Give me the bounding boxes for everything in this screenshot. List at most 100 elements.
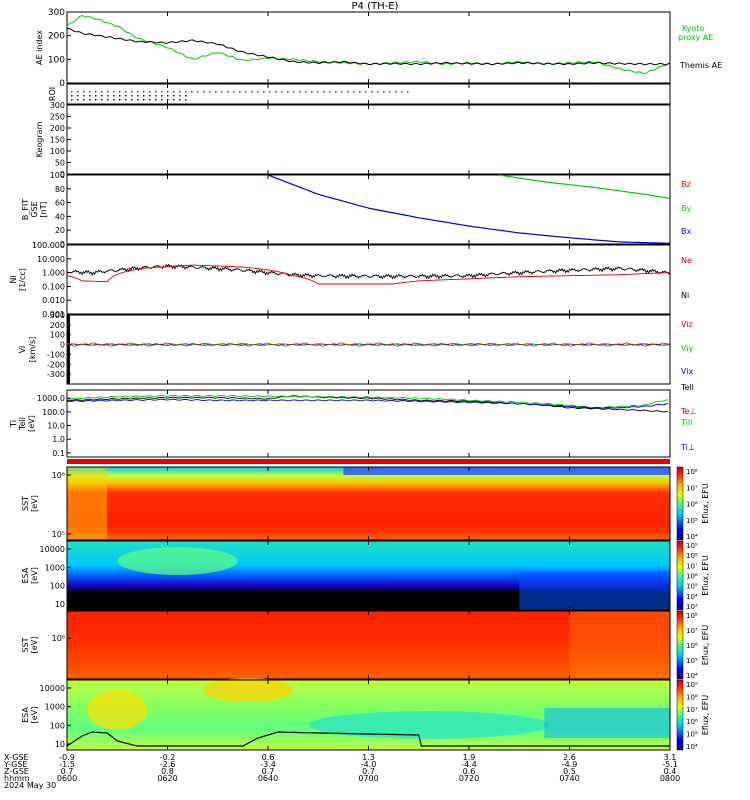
esa_full-colorbar (676, 540, 684, 611)
colorbar-tick-label: 10⁴ (686, 743, 698, 751)
xtick-zgse: 0.4 (664, 767, 677, 776)
roi-dot (209, 91, 211, 93)
roi-dot (77, 95, 79, 97)
density-panel-frame (66, 244, 671, 315)
colorbar-tick-label: 10⁴ (686, 672, 698, 680)
xtick-xgse: 3.1 (664, 753, 677, 762)
roi-dot (275, 91, 277, 93)
xtick-hhmm: 0620 (157, 774, 177, 783)
y-tick-label: 100 (50, 331, 65, 340)
y-tick-label: 60 (55, 199, 65, 208)
sst_full-cbar-label: Eflux, EFU (701, 483, 710, 524)
y-tick-label: 10⁵ (52, 530, 65, 539)
roi-dot (179, 91, 181, 93)
roi-dot (395, 91, 397, 93)
roi-dot (305, 91, 307, 93)
roi-dot (113, 91, 115, 93)
roi-dot (179, 95, 181, 97)
roi-dot (293, 91, 295, 93)
xaxis-row-label: Y-GSE (3, 760, 27, 769)
xtick-ygse: -1.5 (59, 760, 75, 769)
roi-dot (167, 99, 169, 101)
sst_burst-spectrogram (67, 611, 670, 679)
velocity-panel-frame (66, 314, 671, 385)
esa_full-ylabel-2: [eV] (30, 567, 39, 584)
roi-dot (155, 91, 157, 93)
y-tick-label: 10⁶ (52, 471, 65, 480)
esa-blue-region (519, 571, 670, 610)
xtick-zgse: 0.6 (463, 767, 476, 776)
esa_burst-colorbar (676, 679, 684, 751)
sst-left-band (67, 467, 107, 540)
roi-dot (191, 91, 193, 93)
xtick-xgse: -0.2 (160, 753, 176, 762)
xtick-xgse: 1.3 (362, 753, 375, 762)
y-tick-label: 10.0 (47, 422, 65, 431)
y-tick-label: 300 (48, 8, 65, 18)
roi-dot (83, 91, 85, 93)
y-tick-label: -100 (47, 350, 65, 359)
y-tick-label: 10000 (40, 545, 65, 554)
xtick-zgse: 0.8 (161, 767, 174, 776)
sst_burst-ylabel-2: [eV] (30, 637, 39, 654)
y-tick-label: 10000 (40, 684, 65, 693)
keogram-panel-frame (66, 104, 671, 175)
y-tick-label: 200 (50, 321, 65, 330)
sst_full-colorbar (676, 466, 684, 541)
sst_burst-colorbar (676, 610, 684, 680)
legend-ni: Ni (681, 291, 689, 300)
sst_burst-ylabel: SST (21, 637, 30, 652)
y-tick-label: 10 (55, 740, 65, 749)
legend-vix: Vix (681, 367, 694, 376)
colorbar-tick-label: 10⁶ (686, 718, 698, 726)
roi-dot (179, 99, 181, 101)
y-tick-label: 0.100 (42, 282, 65, 291)
roi-dot (203, 91, 205, 93)
y-tick-label: 0 (60, 341, 65, 350)
y-tick-label: 40 (55, 212, 65, 221)
xtick-xgse: 2.6 (563, 753, 576, 762)
roi-dot (95, 91, 97, 93)
bfit-series-By (499, 174, 671, 200)
colorbar-tick-label: 10⁹ (686, 681, 698, 689)
xtick-ygse: -4.0 (361, 760, 377, 769)
esa_full-cbar-label: Eflux, EFU (701, 555, 710, 596)
colorbar-tick-label: 10⁵ (686, 517, 698, 525)
colorbar-tick-label: 10⁷ (686, 562, 698, 570)
roi-dot (311, 91, 313, 93)
colorbar-tick-label: 10⁷ (686, 706, 698, 714)
bfit-series-Bx (267, 174, 671, 244)
roi-dot (341, 91, 343, 93)
colorbar-tick-label: 10⁵ (686, 731, 698, 739)
roi-dot (137, 95, 139, 97)
y-tick-label: 250 (50, 113, 65, 122)
esa-green-blob (117, 547, 238, 575)
xtick-zgse: 0.7 (262, 767, 275, 776)
legend-bx: Bx (681, 227, 691, 236)
roi-dot (155, 95, 157, 97)
colorbar-tick-label: 10⁸ (686, 612, 698, 620)
keogram-ylabel: Keogram (35, 121, 44, 157)
y-tick-label: 10⁶ (52, 634, 65, 643)
colorbar-tick-label: 10⁸ (686, 693, 698, 701)
roi-dot (245, 91, 247, 93)
velocity-ylabel-2: [km/s] (28, 337, 37, 363)
roi-dot (383, 91, 385, 93)
roi-dot (119, 91, 121, 93)
y-tick-label: 100 (50, 582, 65, 591)
density-ylabel: Ni (9, 275, 18, 283)
ae-ylabel: AE index (35, 30, 44, 65)
colorbar-tick-label: 10⁴ (686, 533, 698, 541)
roi-dot (143, 99, 145, 101)
legend-kyoto-2: proxy AE (678, 33, 713, 42)
roi-dot (149, 95, 151, 97)
roi-dot (77, 99, 79, 101)
colorbar-tick-label: 10⁴ (686, 593, 698, 601)
roi-dot (113, 99, 115, 101)
xaxis-row-label: 2024 May 30 (4, 781, 56, 790)
esa_full-ylabel: ESA (21, 567, 30, 583)
roi-dot (221, 91, 223, 93)
xtick-hhmm: 0720 (459, 774, 479, 783)
roi-dot (107, 95, 109, 97)
roi-dot (161, 99, 163, 101)
